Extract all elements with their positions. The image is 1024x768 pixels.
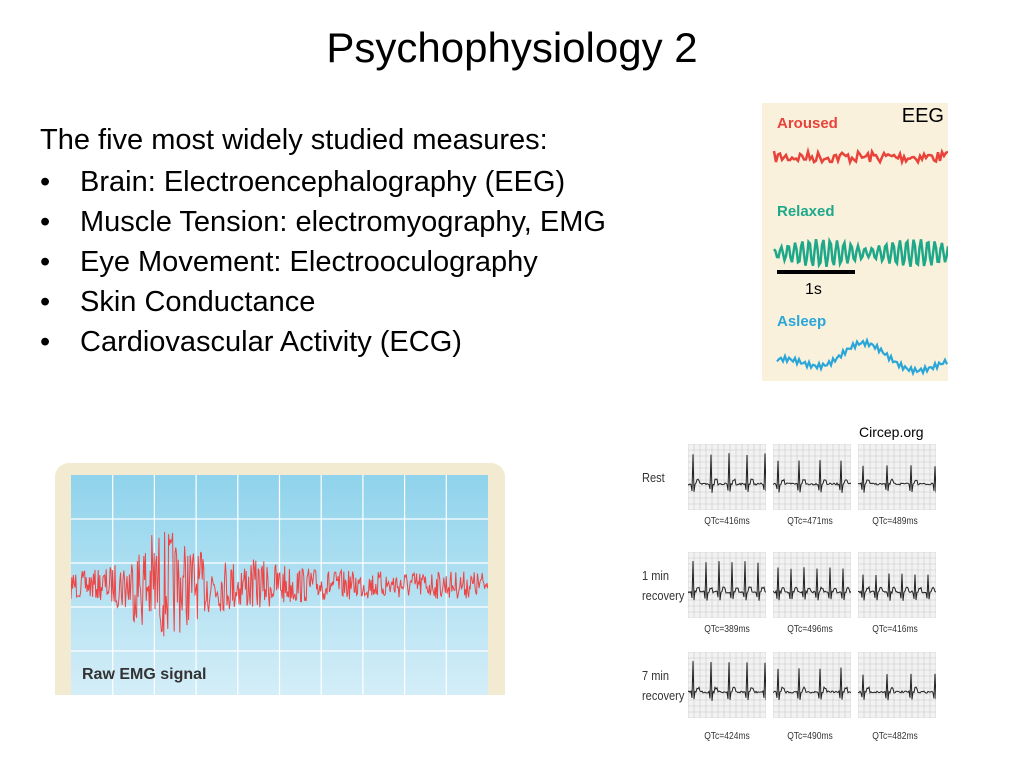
time-scale-label: 1s — [805, 281, 822, 298]
qtc-label: QTc=471ms — [787, 516, 833, 527]
row-label-line: Rest — [642, 470, 665, 485]
row-label-1min: 1 min recovery — [642, 566, 684, 606]
emg-signal-plot — [71, 475, 488, 695]
bullet-icon: • — [40, 286, 51, 318]
intro-text: The five most widely studied measures: — [40, 124, 548, 156]
list-item: • Cardiovascular Activity (ECG) — [40, 322, 606, 362]
qtc-label: QTc=496ms — [787, 624, 833, 635]
emg-label: Raw EMG signal — [82, 666, 207, 683]
ecg-strip — [858, 652, 936, 718]
ecg-strip — [858, 444, 936, 510]
emg-signal-trace — [71, 531, 488, 637]
qtc-label: QTc=424ms — [704, 731, 750, 742]
eeg-figure: EEG Aroused Relaxed Asleep 1s — [762, 103, 948, 381]
list-item: • Eye Movement: Electrooculography — [40, 242, 606, 282]
bullet-text: Skin Conductance — [80, 286, 316, 318]
ecg-strip — [688, 552, 766, 618]
eeg-aroused-trace — [772, 146, 948, 167]
measures-list: • Brain: Electroencephalography (EEG) • Mu… — [40, 162, 606, 362]
qtc-label: QTc=482ms — [872, 731, 918, 742]
qtc-label: QTc=389ms — [704, 624, 750, 635]
ecg-strip — [773, 444, 851, 510]
ecg-strip — [773, 552, 851, 618]
qtc-label: QTc=416ms — [704, 516, 750, 527]
state-label-aroused: Aroused — [777, 115, 838, 132]
qtc-label: QTc=490ms — [787, 731, 833, 742]
ecg-figure: Rest 1 min recovery 7 min recovery QTc=416… — [638, 440, 948, 750]
ecg-strip — [773, 652, 851, 718]
bullet-icon: • — [40, 246, 51, 278]
eeg-relaxed-trace — [772, 236, 948, 269]
bullet-icon: • — [40, 166, 51, 198]
eeg-title: EEG — [901, 105, 944, 127]
ecg-strip — [688, 444, 766, 510]
qtc-label: QTc=489ms — [872, 516, 918, 527]
eeg-traces — [772, 146, 948, 377]
bullet-icon: • — [40, 326, 51, 358]
list-item: • Skin Conductance — [40, 282, 606, 322]
state-label-relaxed: Relaxed — [777, 203, 835, 220]
row-label-line: 1 min — [642, 568, 670, 583]
image-credit: Circep.org — [859, 424, 924, 440]
bullet-text: Muscle Tension: electromyography, EMG — [80, 206, 606, 238]
bullet-text: Cardiovascular Activity (ECG) — [80, 326, 462, 358]
row-label-rest: Rest — [642, 468, 665, 488]
bullet-icon: • — [40, 206, 51, 238]
ecg-strip — [688, 652, 766, 718]
slide-title: Psychophysiology 2 — [326, 24, 698, 71]
bullet-text: Eye Movement: Electrooculography — [80, 246, 538, 278]
row-label-line: recovery — [642, 688, 685, 703]
row-label-line: recovery — [642, 588, 685, 603]
ecg-strip — [858, 552, 936, 618]
row-label-line: 7 min — [642, 668, 670, 683]
list-item: • Brain: Electroencephalography (EEG) — [40, 162, 606, 202]
state-label-asleep: Asleep — [777, 313, 827, 330]
list-item: • Muscle Tension: electromyography, EMG — [40, 202, 606, 242]
eeg-asleep-trace — [776, 337, 948, 377]
qtc-label: QTc=416ms — [872, 624, 918, 635]
row-label-7min: 7 min recovery — [642, 666, 684, 706]
bullet-text: Brain: Electroencephalography (EEG) — [80, 166, 566, 198]
